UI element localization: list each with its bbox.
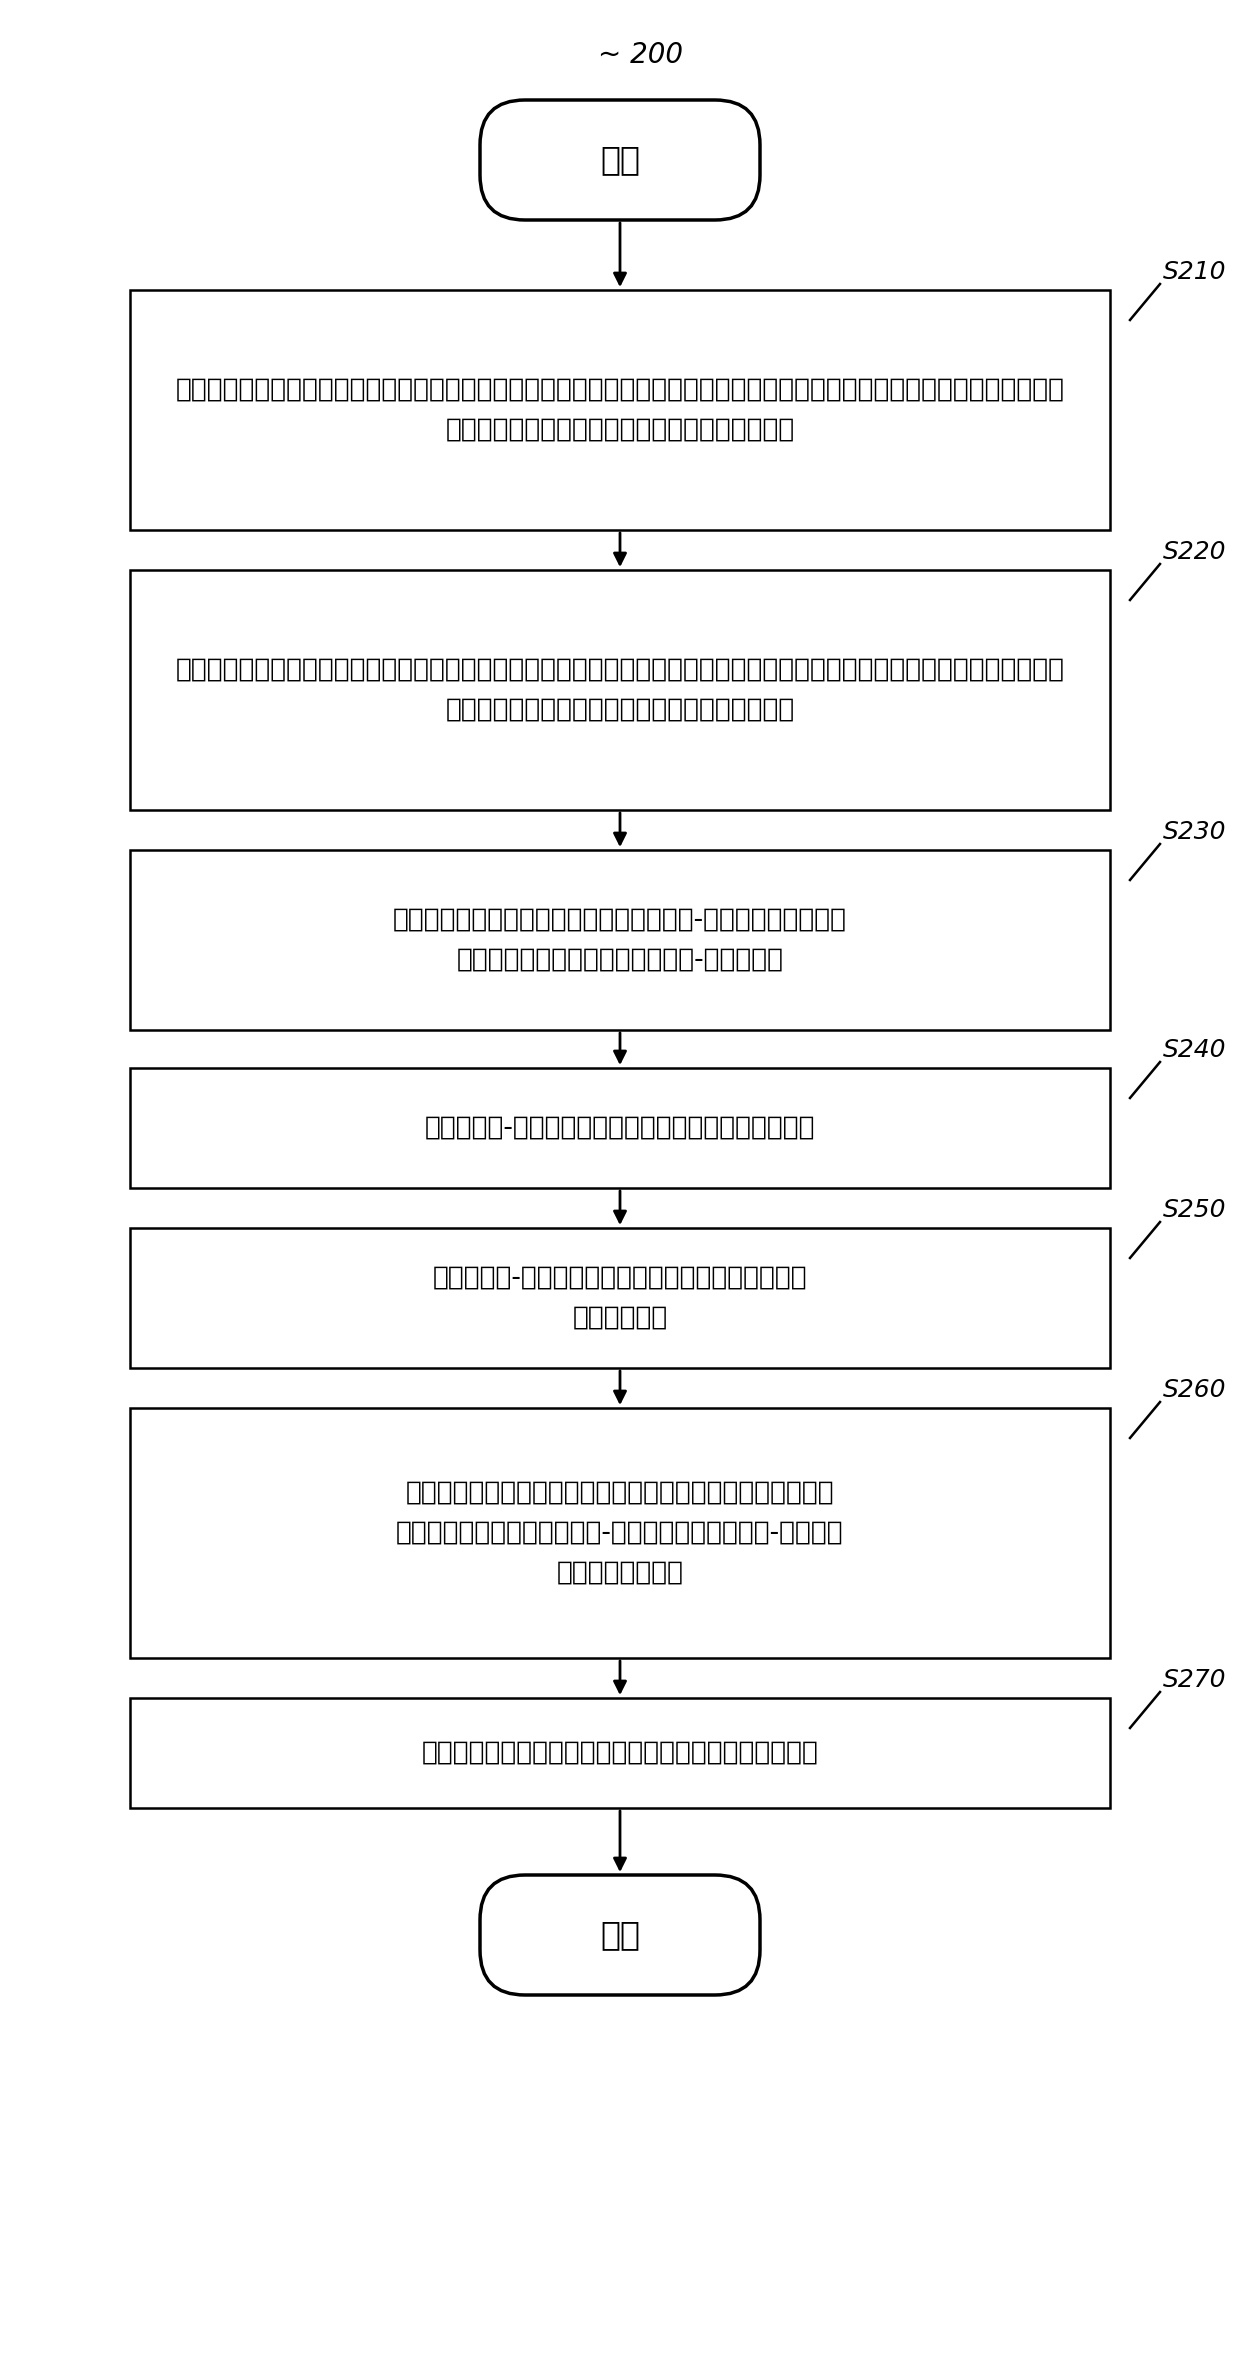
FancyBboxPatch shape — [130, 1698, 1110, 1809]
Text: 在第二发送时间将脉冲光序列产生装置产生的第二脉冲光序列输入回波信号探测装置，在第二接收时间通过光电探测器接收与第
二脉冲光序列相对应的第二后向瑞利散射回波信号: 在第二发送时间将脉冲光序列产生装置产生的第二脉冲光序列输入回波信号探测装置，在第… — [176, 656, 1064, 722]
FancyBboxPatch shape — [130, 289, 1110, 530]
Text: ~ 200: ~ 200 — [598, 40, 682, 69]
Text: 获得第一后向瑞利散射回波信号的第一频域-空域特征图以及第二
后向瑞利散射回波信号的第二频域-空域特征图: 获得第一后向瑞利散射回波信号的第一频域-空域特征图以及第二 后向瑞利散射回波信号… — [393, 907, 847, 973]
FancyBboxPatch shape — [130, 1068, 1110, 1189]
FancyBboxPatch shape — [130, 850, 1110, 1030]
FancyBboxPatch shape — [480, 99, 760, 220]
Text: 在第一频域-空域特征图中选取预定尺寸的参考数据区域: 在第一频域-空域特征图中选取预定尺寸的参考数据区域 — [425, 1115, 815, 1141]
FancyBboxPatch shape — [480, 1875, 760, 1994]
Text: S270: S270 — [1163, 1667, 1226, 1693]
Text: S220: S220 — [1163, 540, 1226, 564]
Text: S260: S260 — [1163, 1378, 1226, 1402]
Text: S210: S210 — [1163, 260, 1226, 284]
Text: S250: S250 — [1163, 1198, 1226, 1222]
FancyBboxPatch shape — [130, 1409, 1110, 1658]
Text: 在第二频域-空域特征图中确定该参考数据区域对应的
匹配数据区域: 在第二频域-空域特征图中确定该参考数据区域对应的 匹配数据区域 — [433, 1265, 807, 1331]
Text: 根据频率延迟，计算待测光纤的温度变化量或应变变化量: 根据频率延迟，计算待测光纤的温度变化量或应变变化量 — [422, 1740, 818, 1767]
Text: 在第一发送时间将脉冲光序列产生装置产生的第一脉冲光序列输入回波信号探测装置，在第一接收时间通过光电探测器接收与第
一脉冲光序列相对应的第一后向瑞利散射回波信号: 在第一发送时间将脉冲光序列产生装置产生的第一脉冲光序列输入回波信号探测装置，在第… — [176, 377, 1064, 443]
Text: S230: S230 — [1163, 819, 1226, 843]
Text: S240: S240 — [1163, 1037, 1226, 1061]
Text: 计算参考数据区域与匹配数据区域在第二维坐标上的位移量，
以根据该位移量确定第一频域-空域特征图与第二频域-空域特征
图之间的频率延迟: 计算参考数据区域与匹配数据区域在第二维坐标上的位移量， 以根据该位移量确定第一频… — [397, 1480, 843, 1587]
Text: 开始: 开始 — [600, 144, 640, 178]
Text: 结束: 结束 — [600, 1918, 640, 1951]
FancyBboxPatch shape — [130, 1229, 1110, 1369]
FancyBboxPatch shape — [130, 571, 1110, 810]
